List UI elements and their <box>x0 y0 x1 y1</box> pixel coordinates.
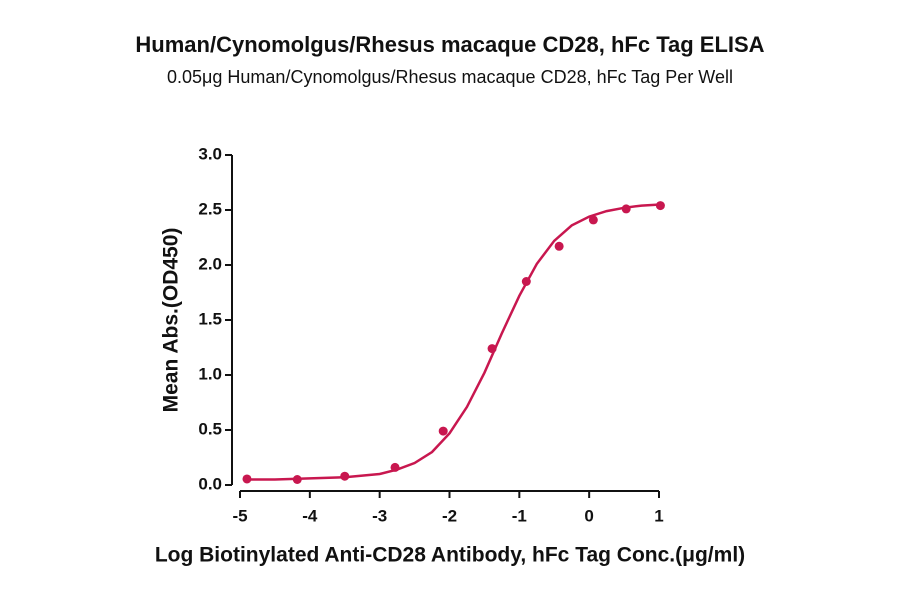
y-tick-label: 1.0 <box>198 364 222 383</box>
data-point <box>521 277 531 286</box>
y-axis-label: Mean Abs.(OD450) <box>160 228 183 413</box>
x-tick-label: -2 <box>442 506 457 525</box>
y-tick-label: 3.0 <box>198 144 222 163</box>
data-point <box>655 201 665 211</box>
data-point <box>588 215 598 225</box>
data-point <box>621 204 631 214</box>
x-tick-label: -3 <box>372 506 387 525</box>
y-tick-label: 2.5 <box>198 199 222 218</box>
x-axis-label: Log Biotinylated Anti-CD28 Antibody, hFc… <box>155 544 745 567</box>
x-tick-label: -1 <box>512 506 527 525</box>
y-tick-label: 2.0 <box>198 254 222 273</box>
data-point <box>487 344 497 354</box>
y-tick-label: 0.0 <box>198 474 222 493</box>
x-tick-label: -5 <box>232 506 247 525</box>
data-point <box>340 471 350 481</box>
chart-subtitle: 0.05μg Human/Cynomolgus/Rhesus macaque C… <box>167 67 733 87</box>
data-point <box>390 462 400 472</box>
chart-title: Human/Cynomolgus/Rhesus macaque CD28, hF… <box>135 32 764 57</box>
data-point <box>554 241 564 251</box>
fit-curve <box>246 203 661 481</box>
y-tick-label: 1.5 <box>198 309 222 328</box>
x-tick-label: 1 <box>654 506 663 525</box>
data-point <box>438 426 448 436</box>
data-point <box>292 475 302 484</box>
data-point <box>242 474 252 484</box>
y-tick-label: 0.5 <box>198 419 222 438</box>
x-tick-label: -4 <box>302 506 318 525</box>
x-tick-label: 0 <box>584 506 593 525</box>
